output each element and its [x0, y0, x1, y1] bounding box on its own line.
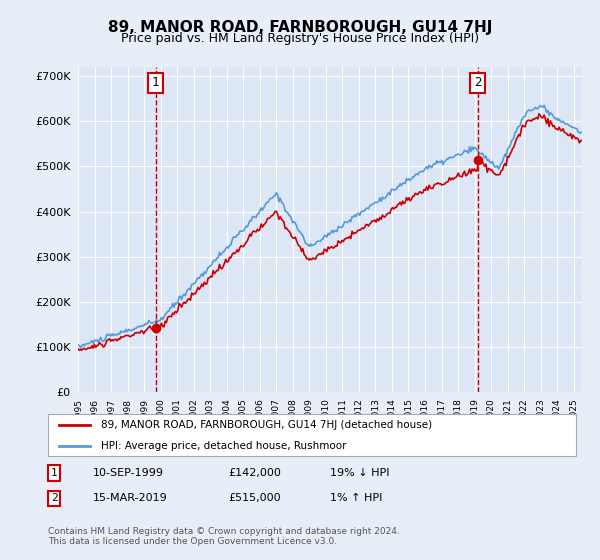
Text: 2: 2: [50, 493, 58, 503]
Text: Price paid vs. HM Land Registry's House Price Index (HPI): Price paid vs. HM Land Registry's House …: [121, 32, 479, 45]
Text: 89, MANOR ROAD, FARNBOROUGH, GU14 7HJ (detached house): 89, MANOR ROAD, FARNBOROUGH, GU14 7HJ (d…: [101, 420, 432, 430]
Text: 19% ↓ HPI: 19% ↓ HPI: [330, 468, 389, 478]
Text: 1: 1: [152, 77, 159, 90]
Text: £515,000: £515,000: [228, 493, 281, 503]
Text: 10-SEP-1999: 10-SEP-1999: [93, 468, 164, 478]
Text: £142,000: £142,000: [228, 468, 281, 478]
Text: 1: 1: [50, 468, 58, 478]
Text: 1% ↑ HPI: 1% ↑ HPI: [330, 493, 382, 503]
Text: 89, MANOR ROAD, FARNBOROUGH, GU14 7HJ: 89, MANOR ROAD, FARNBOROUGH, GU14 7HJ: [108, 20, 492, 35]
Text: 15-MAR-2019: 15-MAR-2019: [93, 493, 168, 503]
Text: 2: 2: [474, 77, 482, 90]
Text: Contains HM Land Registry data © Crown copyright and database right 2024.
This d: Contains HM Land Registry data © Crown c…: [48, 526, 400, 546]
Text: HPI: Average price, detached house, Rushmoor: HPI: Average price, detached house, Rush…: [101, 441, 346, 451]
